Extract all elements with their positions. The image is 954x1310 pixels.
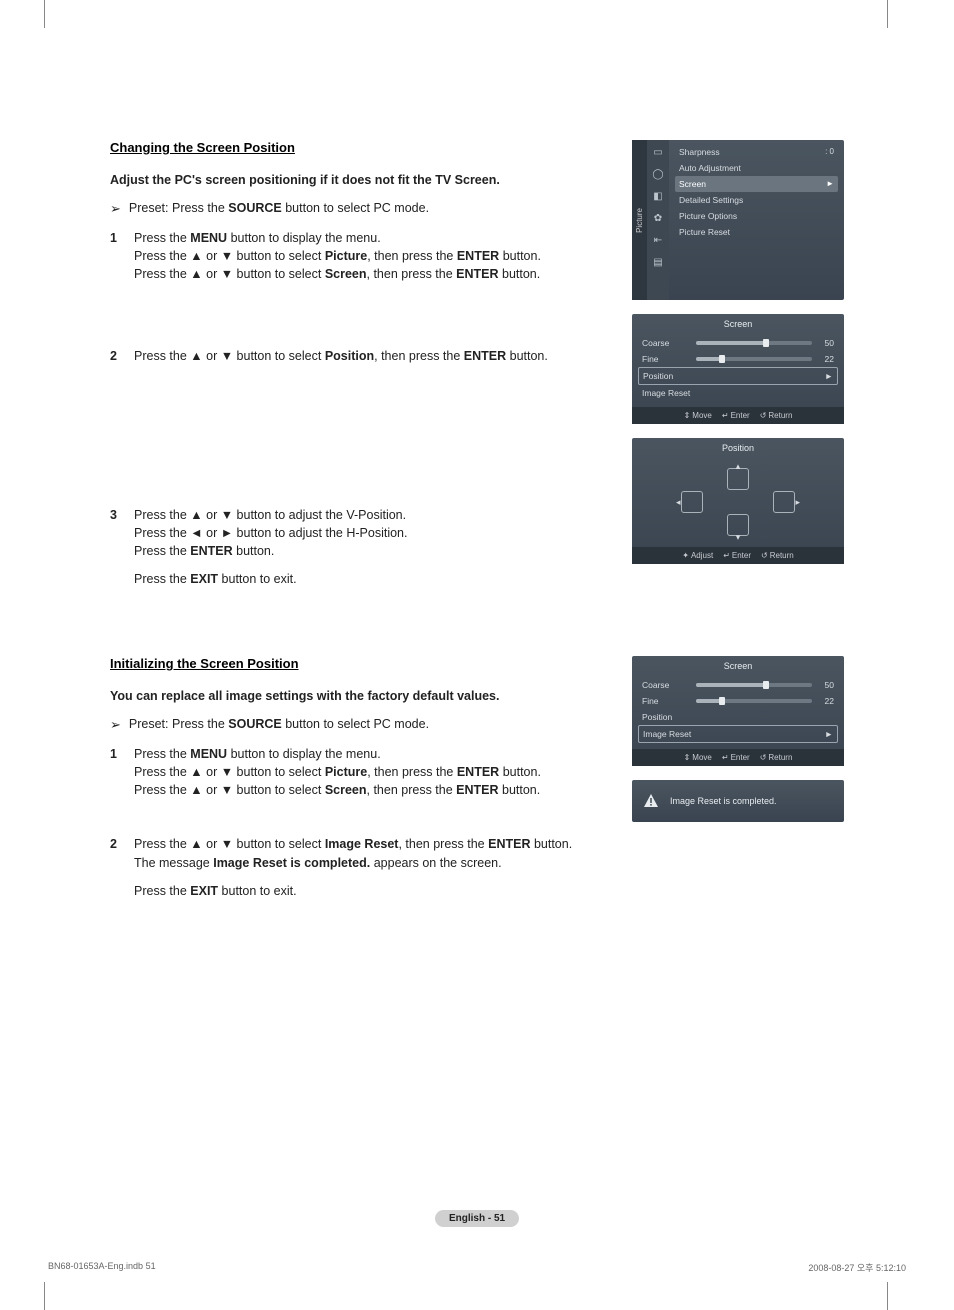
osd-picture-menu: Picture ▭ ◯ ◧ ✿ ⇤ ▤ Sharpness: 0Auto Adj… [632,140,844,300]
chevron-icon: ➢ [110,201,121,217]
osd-screen-menu-2: Screen Coarse50Fine22PositionImage Reset… [632,656,844,766]
input-icon: ⇤ [652,234,664,246]
updown-icon: ⇕ [684,411,691,420]
section1-heading: Changing the Screen Position [110,140,615,155]
osd-screen-row[interactable]: Coarse50 [638,677,838,693]
osd-icon-strip: ▭ ◯ ◧ ✿ ⇤ ▤ [647,140,669,300]
osd-screen-row[interactable]: Position [638,709,838,725]
section1-step3: 3 Press the ▲ or ▼ button to adjust the … [110,506,615,589]
return-icon: ↺ [760,411,767,420]
sound-icon: ◯ [652,168,664,180]
section2-bold: You can replace all image settings with … [110,689,615,703]
tv-icon: ▭ [652,146,664,158]
app-icon: ▤ [652,256,664,268]
pos-up-button[interactable]: ▴ [727,468,749,490]
enter-icon: ↵ [723,551,730,560]
page-number-label: English - 51 [110,1208,844,1226]
section1-step2: 2 Press the ▲ or ▼ button to select Posi… [110,347,615,365]
osd-screen-row[interactable]: Fine22 [638,351,838,367]
section1-step1: 1 Press the MENU button to display the m… [110,229,615,283]
osd-picture-row[interactable]: Picture Reset [675,224,838,240]
pos-right-button[interactable]: ▸ [773,491,795,513]
osd-screen-row[interactable]: Fine22 [638,693,838,709]
section2-osd-column: Screen Coarse50Fine22PositionImage Reset… [632,656,844,822]
osd-footer: ⇕ Move ↵ Enter ↺ Return [632,749,844,766]
section2-preset: ➢ Preset: Press the SOURCE button to sel… [110,717,615,733]
osd-side-tab: Picture [632,140,647,300]
channel-icon: ◧ [652,190,664,202]
osd-picture-row[interactable]: Auto Adjustment [675,160,838,176]
section1-bold: Adjust the PC's screen positioning if it… [110,173,615,187]
osd-screen-row[interactable]: Image Reset► [638,725,838,743]
osd-screen-row[interactable]: Coarse50 [638,335,838,351]
osd-screen-row[interactable]: Position► [638,367,838,385]
osd-footer: ⇕ Move ↵ Enter ↺ Return [632,407,844,424]
section2-heading: Initializing the Screen Position [110,656,615,671]
osd-picture-row[interactable]: Sharpness: 0 [675,144,838,160]
osd-screen-row[interactable]: Image Reset [638,385,838,401]
section2-step2: 2 Press the ▲ or ▼ button to select Imag… [110,835,615,899]
chevron-icon: ➢ [110,717,121,733]
return-icon: ↺ [761,551,768,560]
pos-down-button[interactable]: ▾ [727,514,749,536]
adjust-icon: ✦ [682,551,689,560]
image-reset-message: Image Reset is completed. [632,780,844,822]
section1-preset: ➢ Preset: Press the SOURCE button to sel… [110,201,615,217]
osd-footer: ✦ Adjust ↵ Enter ↺ Return [632,547,844,564]
section2-step1: 1 Press the MENU button to display the m… [110,745,615,799]
osd-position-menu: Position ◂ ▴ ▾ ▸ ✦ Adjust ↵ Enter ↺ Retu… [632,438,844,564]
updown-icon: ⇕ [684,753,691,762]
osd-picture-row[interactable]: Screen► [675,176,838,192]
enter-icon: ↵ [722,753,729,762]
osd-screen-menu-1: Screen Coarse50Fine22Position►Image Rese… [632,314,844,424]
osd-picture-row[interactable]: Detailed Settings [675,192,838,208]
osd-picture-row[interactable]: Picture Options [675,208,838,224]
enter-icon: ↵ [722,411,729,420]
pos-left-button[interactable]: ◂ [681,491,703,513]
section1-osd-column: Picture ▭ ◯ ◧ ✿ ⇤ ▤ Sharpness: 0Auto Adj… [632,140,844,578]
section2-text: Initializing the Screen Position You can… [110,656,615,908]
setup-icon: ✿ [652,212,664,224]
print-footer: BN68-01653A-Eng.indb 51 2008-08-27 오후 5:… [48,1261,906,1274]
return-icon: ↺ [760,753,767,762]
warning-icon [642,792,660,810]
section1-text: Changing the Screen Position Adjust the … [110,140,615,596]
